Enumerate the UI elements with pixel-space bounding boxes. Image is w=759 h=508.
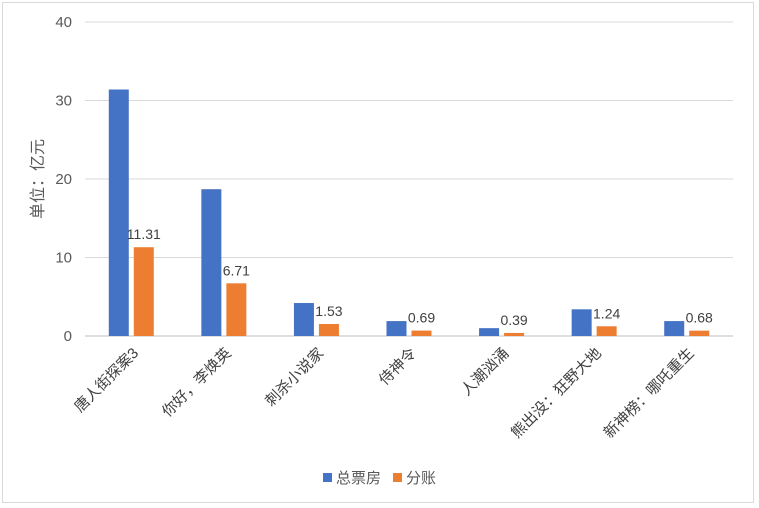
- legend-swatch: [393, 473, 402, 482]
- bar-share: [318, 323, 339, 336]
- y-axis-label: 单位：亿元: [29, 139, 47, 219]
- bar-share: [411, 330, 432, 336]
- y-tick-label: 30: [55, 93, 72, 110]
- data-label: 11.31: [127, 226, 161, 242]
- data-label: 6.71: [223, 262, 250, 278]
- bar-total: [201, 189, 222, 336]
- bars: [108, 89, 710, 336]
- bar-total: [664, 321, 685, 336]
- data-label: 0.39: [500, 312, 527, 328]
- bar-share: [226, 283, 247, 336]
- gridlines: [85, 21, 733, 337]
- category-label: 人潮汹涌: [458, 345, 512, 399]
- data-labels: 11.31 6.71 1.53 0.69 0.39 1.24 0.68: [127, 226, 713, 328]
- bar-total: [386, 321, 407, 336]
- bar-total: [571, 309, 592, 336]
- y-tick-label: 40: [55, 14, 72, 31]
- bar-share: [689, 330, 710, 336]
- y-axis-ticks: 0 10 20 30 40: [55, 14, 72, 345]
- category-label: 侍神令: [376, 345, 420, 389]
- category-label: 熊出没：狂野大地: [508, 345, 605, 442]
- bar-share: [596, 326, 617, 336]
- category-label: 刺杀小说家: [262, 345, 327, 410]
- category-label: 你好，李焕英: [158, 344, 234, 420]
- legend-entry: 总票房: [336, 470, 381, 487]
- category-label: 新神榜：哪吒重生: [601, 345, 698, 442]
- data-label: 1.53: [315, 303, 342, 319]
- y-tick-label: 20: [55, 171, 72, 188]
- legend-entry: 分账: [406, 470, 436, 487]
- y-tick-label: 10: [55, 250, 72, 267]
- bar-total: [479, 328, 500, 336]
- bar-total: [293, 303, 314, 336]
- bar-share: [504, 332, 525, 336]
- y-tick-label: 0: [64, 328, 72, 345]
- legend: 总票房 分账: [323, 470, 436, 487]
- legend-swatch: [323, 473, 332, 482]
- data-label: 0.68: [686, 310, 713, 326]
- data-label: 1.24: [593, 305, 620, 321]
- bar-share: [133, 247, 154, 336]
- data-label: 0.69: [408, 310, 435, 326]
- category-label: 唐人街探案3: [70, 344, 142, 416]
- bar-total: [108, 89, 129, 336]
